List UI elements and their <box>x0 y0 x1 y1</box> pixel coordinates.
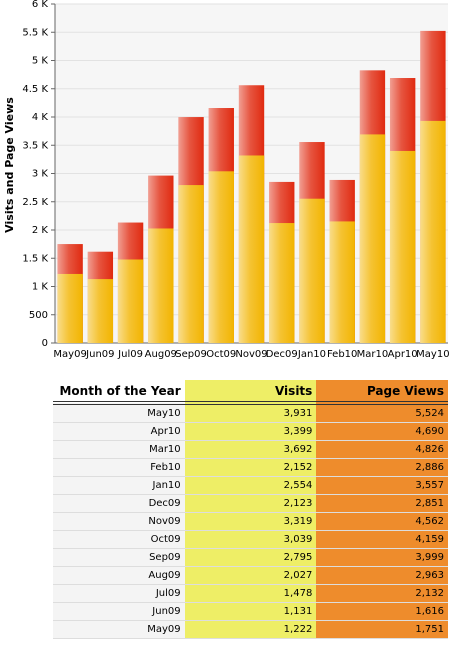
x-tick-label: Mar10 <box>357 349 389 360</box>
value-cell: 1,478 <box>184 584 317 603</box>
value-cell: 2,152 <box>184 458 317 477</box>
value-cell: 2,554 <box>184 476 317 495</box>
value-cell: 1,131 <box>184 602 317 621</box>
bar <box>238 155 265 343</box>
y-tick-label: 1 K <box>32 282 49 293</box>
x-tick-label: Jan10 <box>297 349 326 360</box>
table-row: Feb10 2,152 2,886 <box>53 458 448 477</box>
y-tick-label: 0 <box>42 338 48 349</box>
value-cell: 4,562 <box>316 512 448 531</box>
month-cell: Aug09 <box>53 566 185 585</box>
value-cell: 3,039 <box>184 530 317 549</box>
bar <box>299 198 325 343</box>
month-cell: Sep09 <box>53 548 185 567</box>
bar <box>148 228 174 343</box>
y-tick-label: 1.5 K <box>22 253 48 264</box>
month-cell: Dec09 <box>53 494 185 513</box>
header-cell: Month of the Year <box>53 380 185 405</box>
table-row: Apr10 3,399 4,690 <box>53 422 448 441</box>
bar <box>117 259 144 343</box>
x-tick-label: Dec09 <box>266 349 298 360</box>
value-cell: 4,826 <box>316 440 448 459</box>
table-row: Jun09 1,131 1,616 <box>53 602 448 621</box>
value-cell: 3,319 <box>184 512 317 531</box>
value-cell: 3,931 <box>184 403 317 423</box>
value-cell: 5,524 <box>316 403 448 423</box>
value-cell: 4,690 <box>316 422 448 441</box>
y-tick-label: 5.5 K <box>22 27 48 38</box>
y-tick-label: 3.5 K <box>22 140 48 151</box>
value-cell: 2,963 <box>316 566 448 585</box>
y-tick-label: 5 K <box>32 56 49 67</box>
bar <box>329 221 355 343</box>
month-cell: May10 <box>53 403 185 423</box>
value-cell: 3,999 <box>316 548 448 567</box>
value-cell: 2,132 <box>316 584 448 603</box>
month-cell: Nov09 <box>53 512 185 531</box>
month-cell: Oct09 <box>53 530 185 549</box>
x-tick-label: Apr10 <box>388 349 418 360</box>
value-cell: 2,027 <box>184 566 317 585</box>
value-cell: 2,795 <box>184 548 317 567</box>
bar <box>269 223 295 343</box>
x-tick-label: Feb10 <box>327 349 357 360</box>
month-cell: Apr10 <box>53 422 185 441</box>
month-cell: Jan10 <box>53 476 185 495</box>
table-row: Nov09 3,319 4,562 <box>53 512 448 531</box>
x-tick-label: May09 <box>53 349 86 360</box>
table-row: Jan10 2,554 3,557 <box>53 476 448 495</box>
y-tick-label: 4 K <box>32 112 49 123</box>
y-tick-label: 2 K <box>32 225 49 236</box>
value-cell: 2,851 <box>316 494 448 513</box>
x-tick-label: May10 <box>416 349 449 360</box>
value-cell: 2,886 <box>316 458 448 477</box>
data-table: Month of the Year Visits Page Views May1… <box>53 380 448 639</box>
table-row: Aug09 2,027 2,963 <box>53 566 448 585</box>
bar <box>178 185 204 343</box>
value-cell: 4,159 <box>316 530 448 549</box>
value-cell: 3,692 <box>184 440 317 459</box>
bar <box>87 279 114 343</box>
value-cell: 2,123 <box>184 494 317 513</box>
y-tick-label: 2.5 K <box>22 197 48 208</box>
bar <box>57 273 83 343</box>
table-row: Jul09 1,478 2,132 <box>53 584 448 603</box>
table-row: Oct09 3,039 4,159 <box>53 530 448 549</box>
y-tick-label: 3 K <box>32 169 49 180</box>
header-cell: Visits <box>184 380 317 405</box>
table-row: Sep09 2,795 3,999 <box>53 548 448 567</box>
month-cell: Mar10 <box>53 440 185 459</box>
table-row: May10 3,931 5,524 <box>53 403 448 423</box>
x-tick-label: Jun09 <box>85 349 114 360</box>
x-tick-label: Jul09 <box>117 349 143 360</box>
bar <box>359 134 386 343</box>
x-tick-label: Oct09 <box>206 349 236 360</box>
bar <box>389 150 416 343</box>
x-tick-label: Nov09 <box>235 349 267 360</box>
x-tick-label: Sep09 <box>175 349 207 360</box>
y-tick-label: 6 K <box>32 0 49 10</box>
value-cell: 1,751 <box>316 620 448 639</box>
table-row: Dec09 2,123 2,851 <box>53 494 448 513</box>
y-tick-label: 500 <box>29 310 48 321</box>
y-tick-label: 4.5 K <box>22 84 48 95</box>
month-cell: May09 <box>53 620 185 639</box>
value-cell: 3,557 <box>316 476 448 495</box>
value-cell: 1,222 <box>184 620 317 639</box>
month-cell: Feb10 <box>53 458 185 477</box>
bar <box>420 120 446 343</box>
value-cell: 1,616 <box>316 602 448 621</box>
header-cell: Page Views <box>316 380 448 405</box>
value-cell: 3,399 <box>184 422 317 441</box>
month-cell: Jun09 <box>53 602 185 621</box>
table-row: May09 1,222 1,751 <box>53 620 448 639</box>
table-header: Month of the Year Visits Page Views <box>53 380 448 405</box>
chart: Visits and Page Views 0 500 1 K 1.5 K 2 K 2.5… <box>3 0 450 360</box>
x-tick-label: Aug09 <box>145 349 177 360</box>
month-cell: Jul09 <box>53 584 185 603</box>
bar <box>208 171 234 343</box>
y-axis-label: Visits and Page Views <box>3 97 16 233</box>
table-row: Mar10 3,692 4,826 <box>53 440 448 459</box>
